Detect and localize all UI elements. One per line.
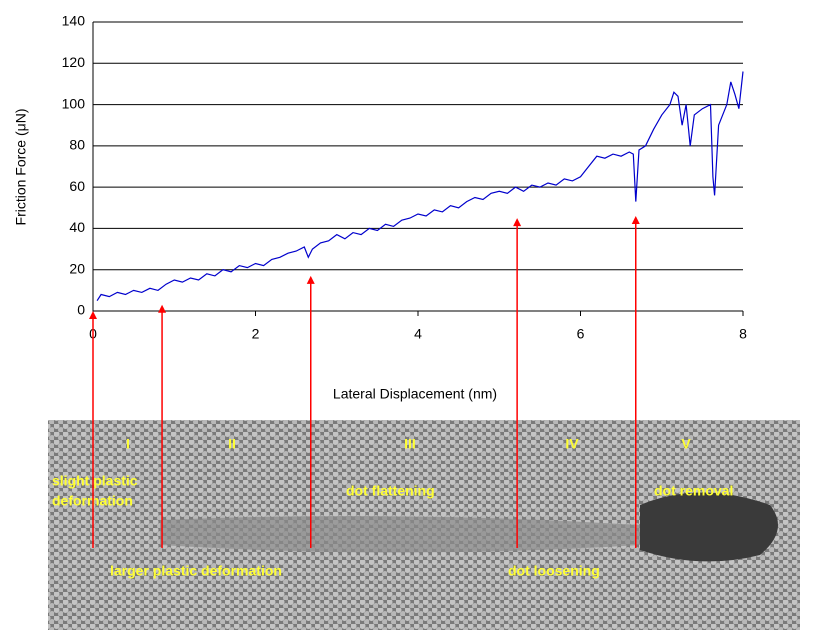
annotation: slight plastic bbox=[52, 473, 138, 489]
x-tick-label: 8 bbox=[739, 326, 747, 342]
y-tick-label: 100 bbox=[62, 95, 86, 111]
annotation: dot loosening bbox=[508, 563, 600, 579]
arrow-head bbox=[89, 311, 97, 319]
y-tick-label: 20 bbox=[69, 260, 85, 276]
annotation: dot flattening bbox=[346, 483, 435, 499]
data-line bbox=[96, 71, 744, 302]
y-tick-label: 0 bbox=[77, 302, 85, 318]
sem-image bbox=[48, 420, 800, 630]
annotation: dot removal bbox=[654, 483, 733, 499]
y-tick-label: 40 bbox=[69, 219, 85, 235]
y-tick-label: 60 bbox=[69, 178, 85, 194]
arrow-head bbox=[306, 275, 315, 284]
stage-label: V bbox=[681, 436, 691, 452]
y-tick-label: 80 bbox=[69, 137, 85, 153]
arrow-head bbox=[631, 216, 640, 225]
x-axis-label: Lateral Displacement (nm) bbox=[333, 386, 497, 402]
stage-label: II bbox=[228, 436, 236, 452]
arrow-head bbox=[158, 304, 167, 313]
y-axis-label: Friction Force (μN) bbox=[13, 109, 29, 226]
annotation: larger plastic deformation bbox=[110, 563, 282, 579]
y-tick-label: 120 bbox=[62, 54, 86, 70]
stage-label: III bbox=[404, 436, 416, 452]
y-tick-label: 140 bbox=[62, 13, 86, 29]
arrow-head bbox=[513, 218, 522, 227]
stage-label: IV bbox=[565, 436, 579, 452]
x-tick-label: 4 bbox=[414, 326, 422, 342]
x-tick-label: 2 bbox=[252, 326, 260, 342]
stage-label: I bbox=[126, 436, 130, 452]
x-tick-label: 6 bbox=[577, 326, 585, 342]
